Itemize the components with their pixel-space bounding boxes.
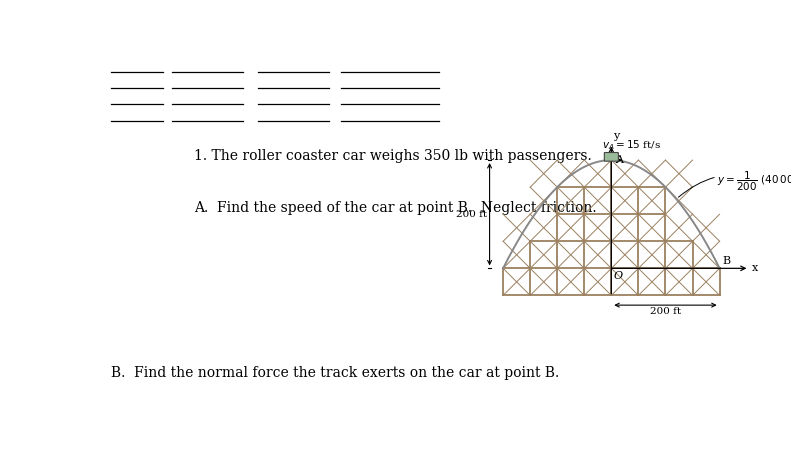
- Text: 200 ft: 200 ft: [650, 307, 681, 316]
- Text: O: O: [614, 271, 623, 281]
- Text: A: A: [615, 155, 623, 165]
- Text: x: x: [752, 263, 759, 274]
- Text: $y = \dfrac{1}{200}\ (40\,000 - x^2)$: $y = \dfrac{1}{200}\ (40\,000 - x^2)$: [679, 170, 791, 197]
- FancyBboxPatch shape: [604, 152, 619, 161]
- Text: 200 ft: 200 ft: [456, 210, 487, 219]
- Text: $v_A = 15$ ft/s: $v_A = 15$ ft/s: [602, 138, 660, 152]
- Text: 1. The roller coaster car weighs 350 lb with passengers.: 1. The roller coaster car weighs 350 lb …: [194, 149, 592, 163]
- Text: B.  Find the normal force the track exerts on the car at point B.: B. Find the normal force the track exert…: [111, 366, 559, 380]
- Text: B: B: [723, 256, 731, 266]
- Text: A.  Find the speed of the car at point B.  Neglect friction.: A. Find the speed of the car at point B.…: [194, 201, 596, 215]
- Text: y: y: [613, 130, 619, 141]
